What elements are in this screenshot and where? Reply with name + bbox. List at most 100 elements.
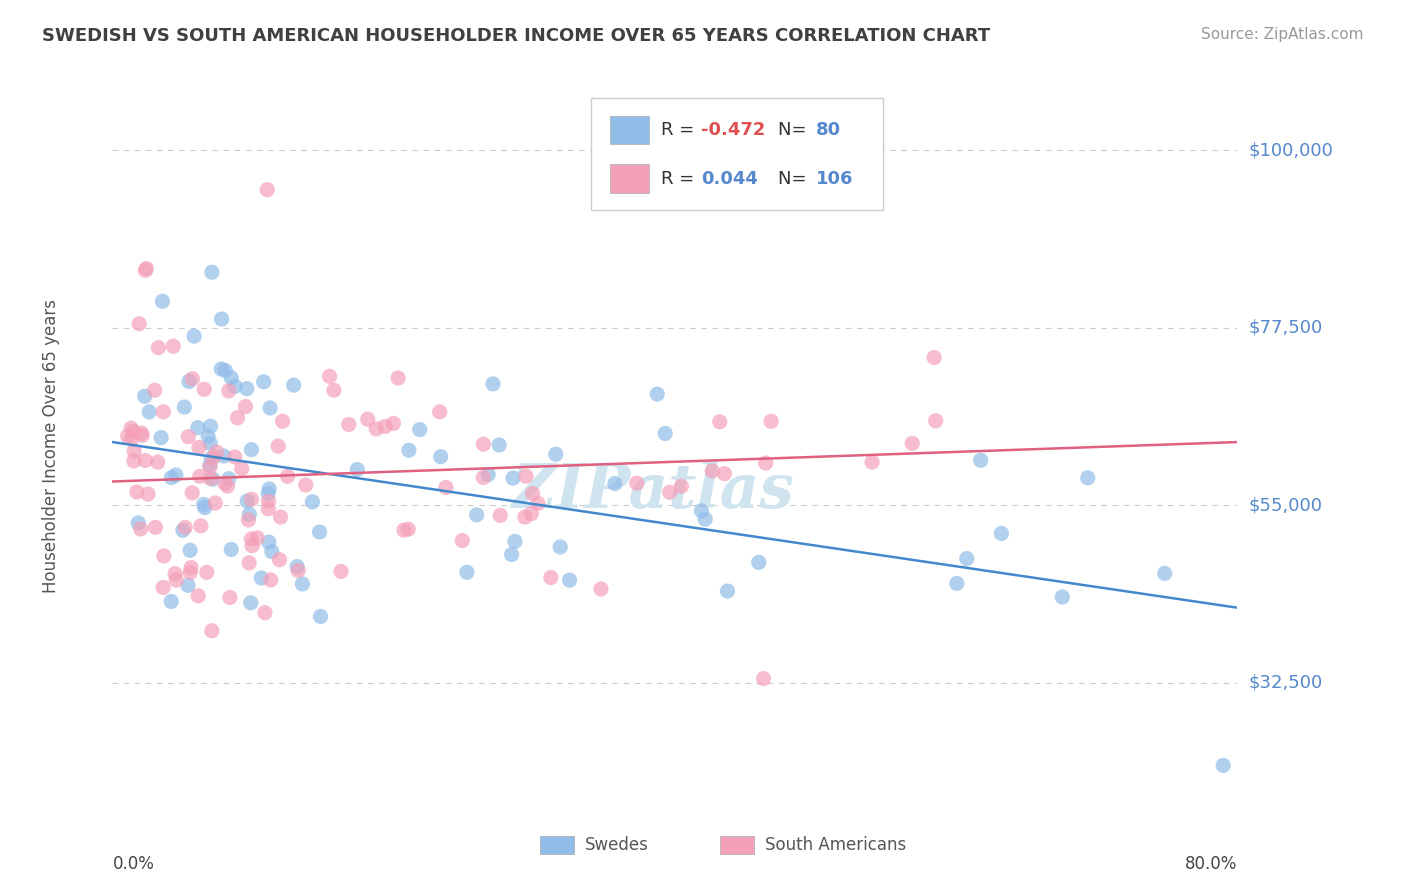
Point <box>922 351 945 365</box>
Point <box>148 341 170 355</box>
Point <box>260 573 283 587</box>
Point <box>366 422 388 436</box>
Point <box>434 480 457 494</box>
Point <box>193 497 215 511</box>
Point <box>294 478 316 492</box>
Point <box>240 539 263 553</box>
Point <box>713 467 735 481</box>
Point <box>214 363 236 377</box>
Point <box>969 453 991 467</box>
Point <box>217 479 239 493</box>
Point <box>177 430 200 444</box>
Point <box>250 571 273 585</box>
Point <box>990 526 1012 541</box>
Point <box>165 573 187 587</box>
Point <box>291 577 314 591</box>
Point <box>162 339 184 353</box>
Point <box>214 476 236 491</box>
Point <box>172 524 194 538</box>
Point <box>357 412 380 426</box>
Point <box>257 501 280 516</box>
Point <box>183 329 205 343</box>
Point <box>165 467 187 482</box>
Point <box>153 549 176 563</box>
Point <box>901 436 924 450</box>
Point <box>143 383 166 397</box>
Point <box>193 382 215 396</box>
FancyBboxPatch shape <box>610 164 650 193</box>
Point <box>173 400 195 414</box>
Point <box>946 576 969 591</box>
Point <box>205 445 228 459</box>
Text: 0.044: 0.044 <box>700 170 758 188</box>
Point <box>145 520 167 534</box>
Point <box>218 472 240 486</box>
Point <box>465 508 488 522</box>
Point <box>219 591 242 605</box>
Point <box>283 378 305 392</box>
Point <box>202 450 225 465</box>
FancyBboxPatch shape <box>720 836 754 855</box>
Point <box>152 581 174 595</box>
Point <box>236 494 259 508</box>
Point <box>429 450 451 464</box>
Point <box>456 566 478 580</box>
Point <box>308 524 330 539</box>
Text: 0.0%: 0.0% <box>112 855 155 873</box>
Point <box>501 548 523 562</box>
Point <box>129 522 152 536</box>
Point <box>285 559 308 574</box>
Point <box>125 485 148 500</box>
Point <box>709 415 731 429</box>
Point <box>253 375 276 389</box>
Point <box>187 420 209 434</box>
Point <box>219 542 242 557</box>
Point <box>924 414 946 428</box>
Point <box>271 414 294 428</box>
Point <box>219 371 242 385</box>
Point <box>382 417 405 431</box>
Point <box>179 543 201 558</box>
Point <box>194 500 217 515</box>
Point <box>257 494 280 508</box>
Point <box>451 533 474 548</box>
Point <box>270 510 292 524</box>
Point <box>188 469 211 483</box>
Point <box>472 470 495 484</box>
Text: $100,000: $100,000 <box>1249 141 1333 160</box>
Text: $77,500: $77,500 <box>1249 318 1323 336</box>
Point <box>1153 566 1175 581</box>
Point <box>160 594 183 608</box>
FancyBboxPatch shape <box>540 836 574 855</box>
Point <box>259 401 281 415</box>
Point <box>716 584 738 599</box>
Point <box>150 431 173 445</box>
Point <box>409 423 432 437</box>
Point <box>755 456 778 470</box>
Point <box>337 417 360 432</box>
Point <box>330 565 353 579</box>
Point <box>224 450 246 464</box>
Point <box>515 469 537 483</box>
Text: SWEDISH VS SOUTH AMERICAN HOUSEHOLDER INCOME OVER 65 YEARS CORRELATION CHART: SWEDISH VS SOUTH AMERICAN HOUSEHOLDER IN… <box>42 27 990 45</box>
Text: $32,500: $32,500 <box>1249 673 1323 691</box>
Point <box>209 362 232 376</box>
Point <box>218 384 240 398</box>
Point <box>200 436 222 450</box>
Point <box>702 464 724 478</box>
Point <box>201 265 224 279</box>
Point <box>239 596 262 610</box>
Point <box>645 387 668 401</box>
Point <box>177 375 200 389</box>
Point <box>177 578 200 592</box>
Point <box>240 492 263 507</box>
Point <box>201 472 224 486</box>
Point <box>287 564 309 578</box>
Point <box>392 523 415 537</box>
Point <box>472 437 495 451</box>
Point <box>253 606 276 620</box>
Point <box>198 459 221 474</box>
Point <box>138 405 160 419</box>
Point <box>224 379 246 393</box>
Point <box>160 470 183 484</box>
